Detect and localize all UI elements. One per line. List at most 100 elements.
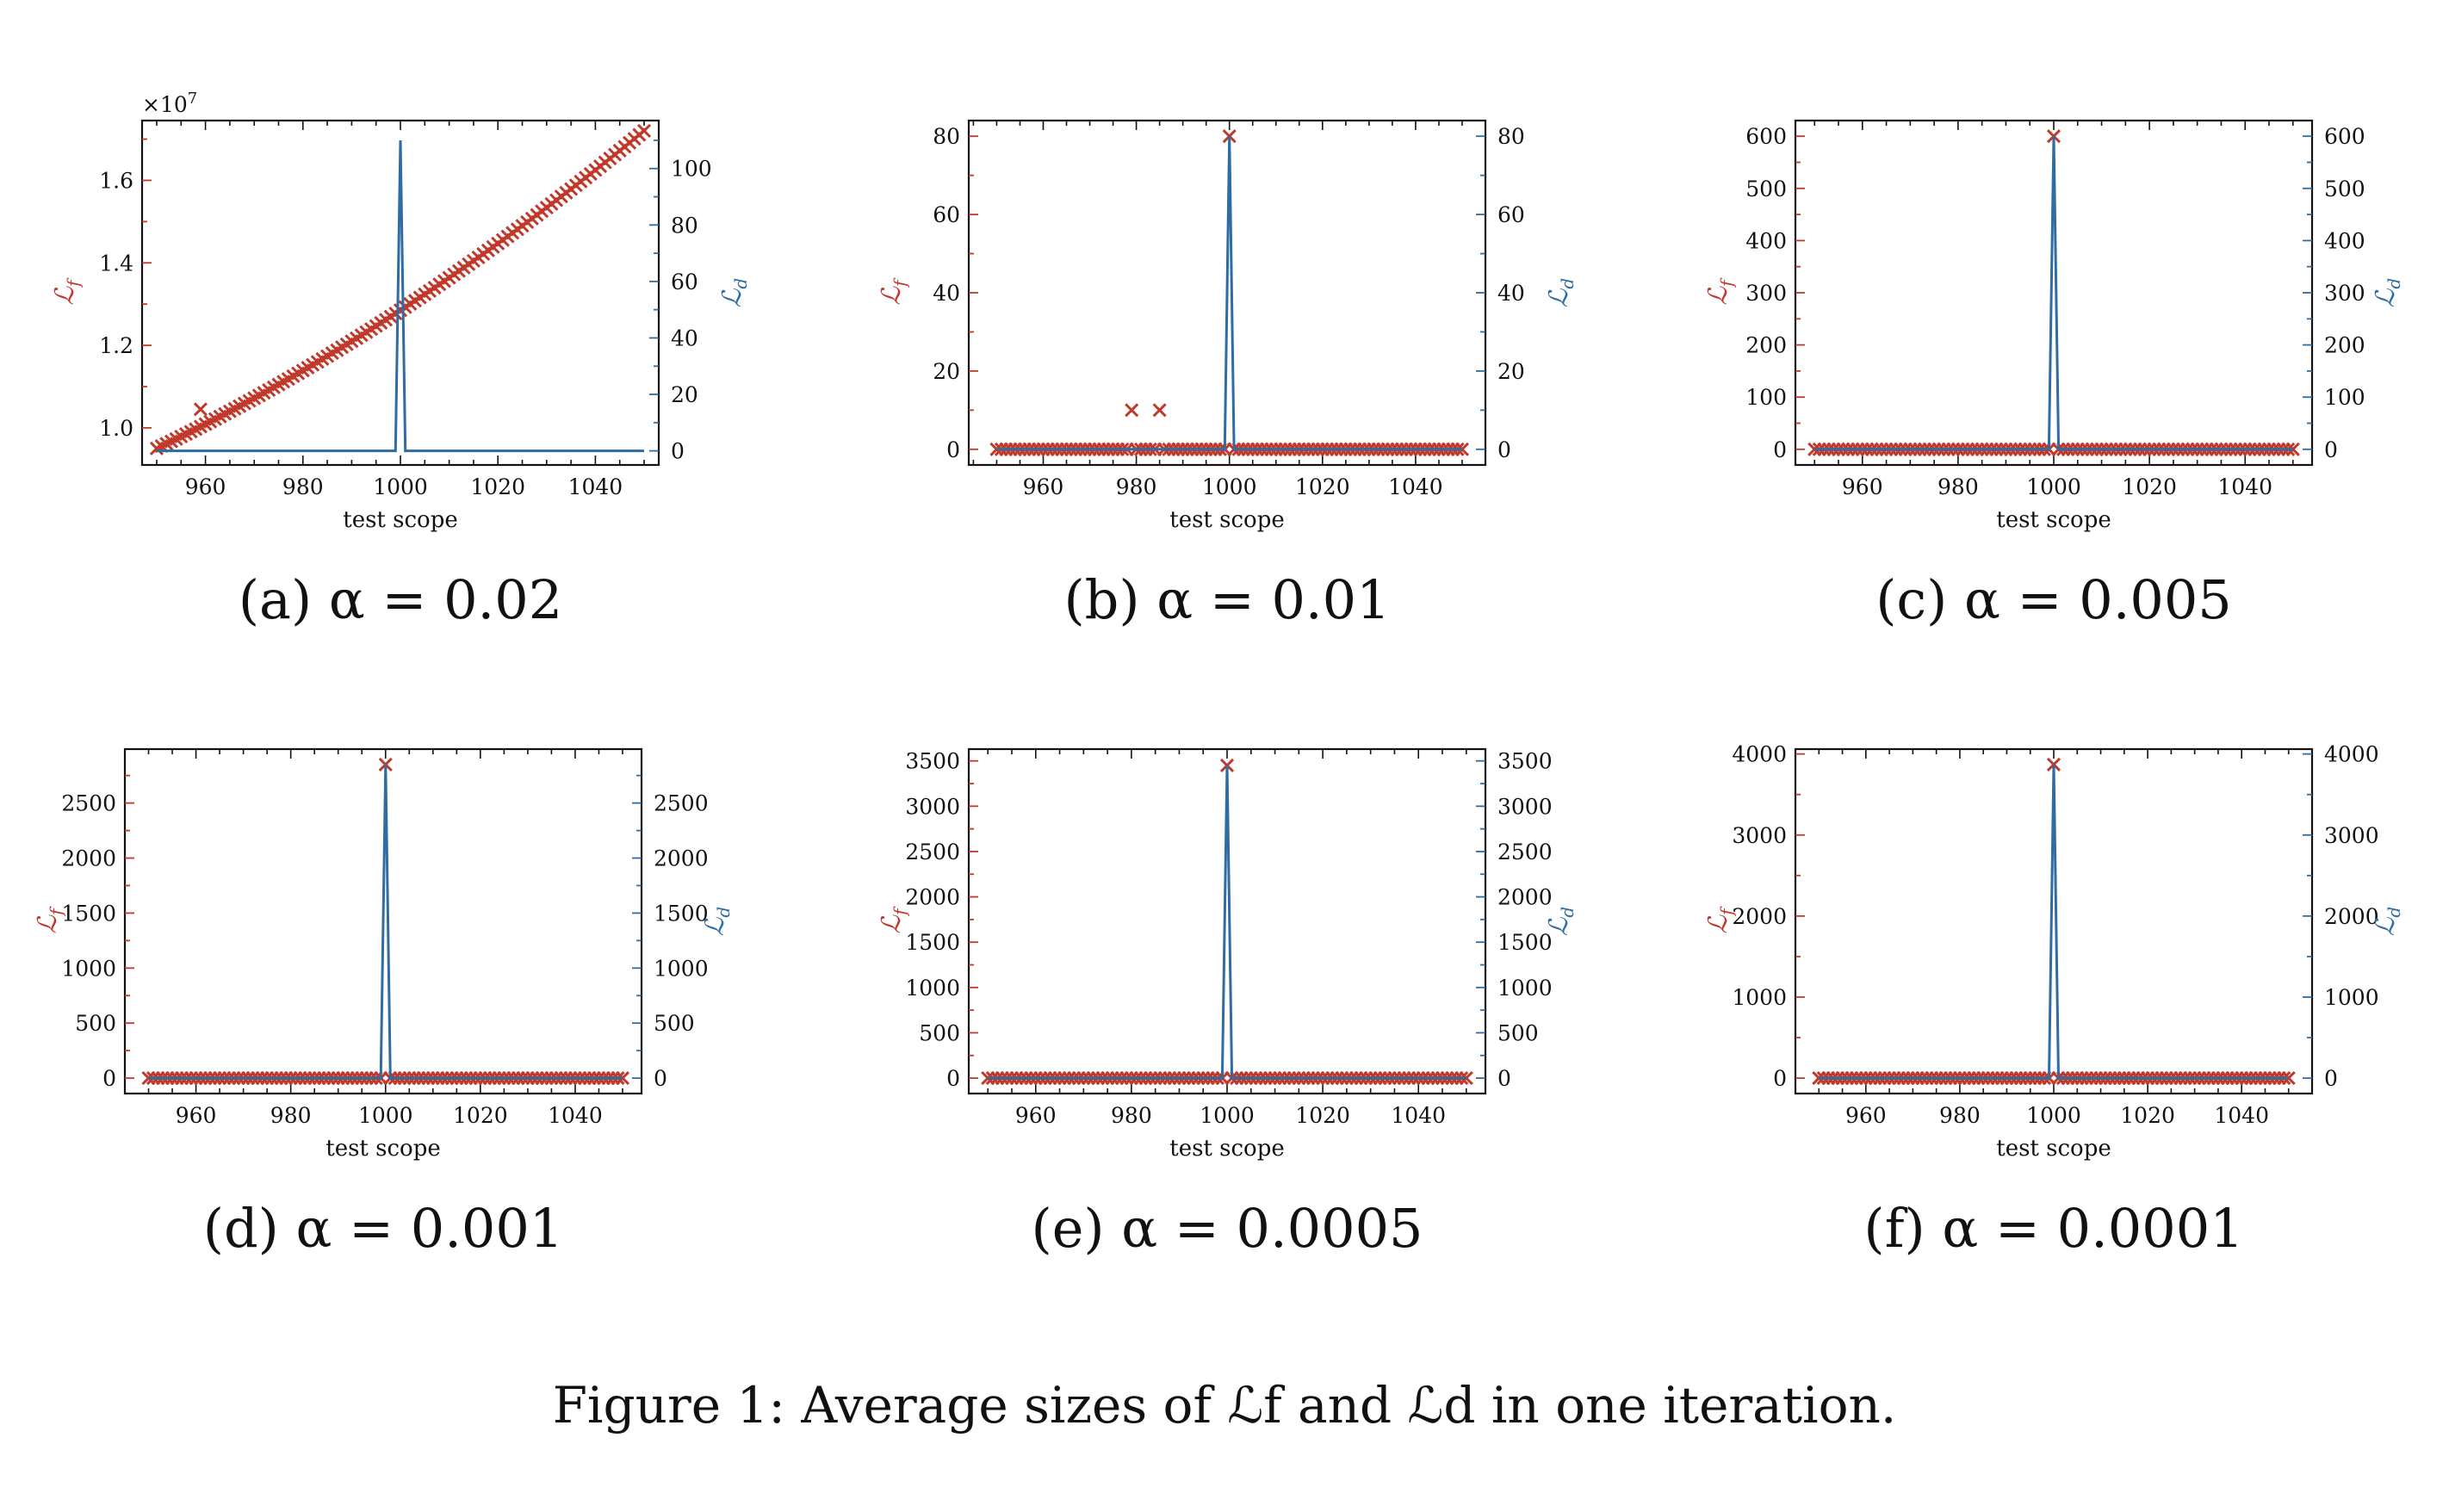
x-tick-label: 1000 [2026,474,2081,499]
left-tick-label: 1.4 [99,251,133,276]
left-tick-label: 3000 [1732,823,1787,848]
left-tick-label: 1000 [1732,985,1787,1010]
x-axis-label: test scope [1996,507,2111,533]
left-tick-label: 500 [919,1020,960,1045]
right-axis-label: ℒd [717,278,751,307]
left-tick-label: 400 [1745,228,1787,253]
x-tick-label: 960 [1842,474,1883,499]
right-tick-label: 80 [671,213,698,238]
right-tick-label: 500 [2324,177,2365,201]
right-axis-label: ℒd [1544,278,1578,307]
right-tick-label: 1000 [1497,976,1553,1001]
left-tick-label: 3000 [905,794,960,819]
right-tick-label: 80 [1497,124,1525,149]
left-tick-label: 0 [946,437,960,462]
right-axis-label: ℒd [2371,278,2404,307]
x-axis-label: test scope [1996,1136,2111,1162]
left-axis-label: ℒf [33,906,66,934]
left-tick-label: 0 [102,1066,116,1091]
right-tick-label: 3500 [1497,749,1553,774]
subcaption-c: (c) α = 0.005 [1876,568,2232,631]
x-tick-label: 960 [1023,474,1064,499]
left-tick-label: 300 [1745,281,1787,306]
subplot-c: 960 980 1000 1020 1040 test scope 0 100 200 300 40… [1703,86,2404,631]
right-tick-label: 0 [671,439,685,464]
right-tick-label: 500 [654,1011,695,1036]
right-tick-label: 2000 [2324,904,2379,929]
left-tick-label: 1500 [61,901,116,926]
left-tick-label: 2000 [905,885,960,910]
x-tick-label: 960 [185,474,226,499]
x-tick-label: 1000 [1202,474,1257,499]
left-tick-label: 2000 [61,846,116,871]
left-tick-label: 1500 [905,930,960,955]
left-tick-label: 2500 [61,791,116,816]
left-tick-label: 20 [933,359,960,384]
subplot-b: 960 980 1000 1020 1040 test scope 0 20 40 60 80 0 20… [877,86,1578,631]
x-tick-label: 980 [270,1103,312,1128]
subcaption-f: (f) α = 0.0001 [1863,1197,2244,1260]
chart-d: 960 980 1000 1020 1040 test scope 0 500 1000 1500… [33,747,734,1162]
x-tick-label: 980 [1116,474,1157,499]
left-tick-label: 0 [1773,1066,1787,1091]
left-tick-label: 500 [75,1011,116,1036]
right-tick-label: 2500 [1497,840,1553,864]
left-axis-offset: ×107 [142,90,197,117]
left-axis-label: ℒf [1703,906,1737,934]
series-ld-line [1814,136,2293,451]
series-ld-line [157,139,644,453]
right-tick-label: 40 [1497,281,1525,306]
left-tick-label: 80 [933,124,960,149]
right-tick-label: 3000 [2324,823,2379,848]
right-tick-label: 600 [2324,124,2365,149]
right-tick-label: 0 [1497,1066,1511,1091]
x-tick-label: 1040 [1391,1103,1446,1128]
left-tick-label: 1.6 [99,168,133,193]
subplot-f: 960 980 1000 1020 1040 test scope 0 1000 2000 300… [1703,715,2404,1260]
right-tick-label: 300 [2324,281,2365,306]
x-tick-label: 960 [1845,1103,1887,1128]
x-tick-label: 980 [282,474,324,499]
x-tick-label: 1000 [358,1103,413,1128]
figure-caption: Figure 1: Average sizes of ℒf and ℒd in … [552,1376,1897,1435]
series-lf-marker [1125,403,1139,418]
x-tick-label: 960 [1015,1103,1057,1128]
x-axis-label: test scope [1169,507,1284,533]
chart-b: 960 980 1000 1020 1040 test scope 0 20 40 60 80 0 20… [877,119,1578,533]
right-tick-label: 4000 [2324,742,2379,767]
right-tick-label: 100 [2324,385,2365,410]
right-axis-label: ℒd [2371,907,2404,936]
right-axis-label: ℒd [1544,907,1578,936]
right-tick-label: 0 [2324,1066,2338,1091]
subcaption-b: (b) α = 0.01 [1063,568,1391,631]
subplot-a: 960 980 1000 1020 1040 test scope 1.0 1.2 1.4 1.6… [50,86,751,631]
right-tick-label: 0 [1497,437,1511,462]
left-axis-label: ℒf [1703,277,1737,306]
x-tick-label: 960 [176,1103,217,1128]
x-axis-label: test scope [1169,1136,1284,1162]
right-tick-label: 2500 [654,791,709,816]
chart-f: 960 980 1000 1020 1040 test scope 0 1000 2000 300… [1703,742,2404,1162]
left-tick-label: 4000 [1732,742,1787,767]
left-axis-label: ℒf [50,277,84,306]
subplot-e: 960 980 1000 1020 1040 test scope 0 500 1000 1500… [877,715,1578,1260]
x-tick-label: 1040 [568,474,623,499]
series-lf-marker-outlier [193,402,208,417]
right-tick-label: 2000 [654,846,709,871]
left-axis-label: ℒf [877,906,910,934]
right-tick-label: 200 [2324,333,2365,358]
x-tick-label: 1020 [470,474,525,499]
subcaption-a: (a) α = 0.02 [238,568,563,631]
right-tick-label: 60 [1497,202,1525,227]
plot-frame [123,747,643,1095]
right-tick-label: 1500 [1497,930,1553,955]
right-tick-label: 2000 [1497,885,1553,910]
series-lf-marker [636,123,652,139]
left-axis-label: ℒf [877,277,910,306]
x-axis-label: test scope [326,1136,440,1162]
x-tick-label: 1040 [548,1103,603,1128]
left-tick-label: 2000 [1732,904,1787,929]
right-tick-label: 40 [671,325,698,350]
